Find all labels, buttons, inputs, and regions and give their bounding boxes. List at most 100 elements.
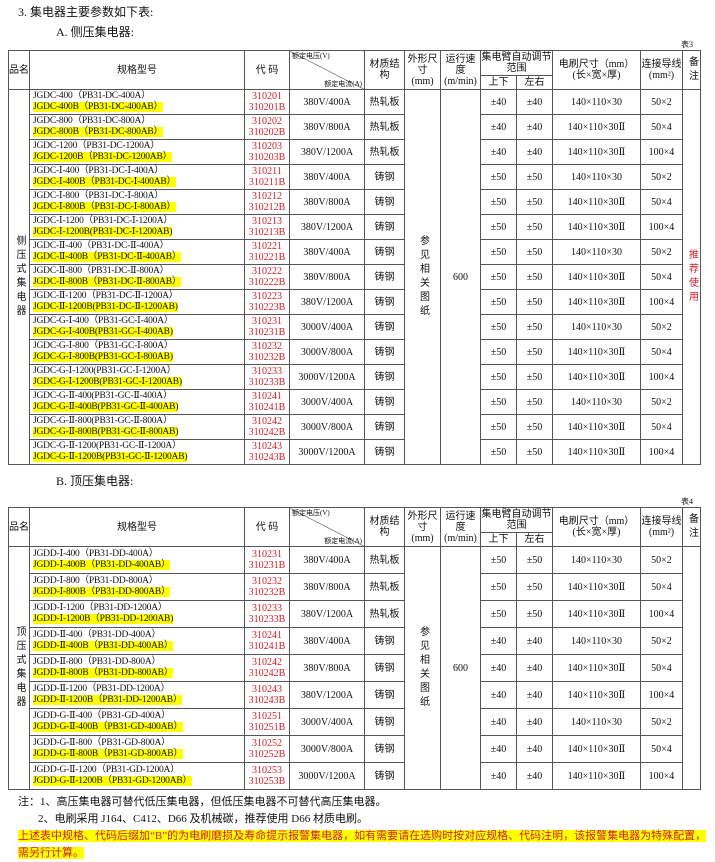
code-cell: 310241 310241B <box>244 389 290 415</box>
model-cell: JGDC-G-Ⅰ-400（PB31-GC-Ⅰ-400A） JGDC-G-Ⅰ-400… <box>29 314 245 340</box>
rating-cell: 3000V/400A <box>289 314 365 340</box>
wire-cell: 50×2 <box>640 239 683 265</box>
category: 顶压式集电器 <box>8 546 30 790</box>
model-cell: JGDC-800（PB31-DC-800A） JGDC-800B（PB31-DC-… <box>29 114 245 140</box>
wire-cell: 50×4 <box>640 573 683 601</box>
wire-cell: 50×2 <box>640 389 683 415</box>
code-cell: 310221 310221B <box>244 239 290 265</box>
brush-cell: 140×110×30Ⅱ <box>552 264 641 290</box>
lr-cell: ±40 <box>516 735 553 763</box>
table-row: JGDC-Ⅱ-400（PB31-DC-Ⅱ-400A） JGDC-Ⅱ-400B（PB… <box>9 239 701 265</box>
table-b-number: 表4 <box>681 497 693 506</box>
ud-cell: ±40 <box>480 762 517 790</box>
ud-cell: ±50 <box>480 164 517 190</box>
header-ud: 上下 <box>480 532 517 547</box>
table-b: 品名 规格型号代 码额定电压(V) 额定电流(A) 材质结构 外形尺寸 (mm) 运行速度(… <box>8 507 701 790</box>
ud-cell: ±40 <box>480 139 517 165</box>
material-cell: 铸钢 <box>364 339 405 365</box>
lr-cell: ±50 <box>516 289 553 315</box>
warning-text: 上述表中规格、代码后缀加“B”的为电刷磨损及寿命提示报警集电器，如有需要请在选购… <box>18 830 707 859</box>
rating-cell: 380V/1200A <box>289 600 365 628</box>
table-row: JGDD-G-Ⅱ-400（PB31-GD-400A） JGDD-G-Ⅱ-400B（… <box>9 708 701 736</box>
table-row: JGDC-Ⅱ-1200（PB31-DC-Ⅱ-1200A） JGDC-Ⅱ-1200B… <box>9 289 701 315</box>
header-name: 品名 <box>8 50 30 90</box>
material-cell: 铸钢 <box>364 708 405 736</box>
model-cell: JGDD-Ⅰ-1200（PB31-DD-1200A） JGDD-Ⅰ-1200B（P… <box>29 600 245 628</box>
ud-cell: ±50 <box>480 314 517 340</box>
model-cell: JGDC-Ⅱ-800（PB31-DC-Ⅱ-800A） JGDC-Ⅱ-800B（PB… <box>29 264 245 290</box>
brush-cell: 140×110×30Ⅱ <box>552 439 641 465</box>
wire-cell: 50×2 <box>640 708 683 736</box>
header-code: 代 码 <box>244 507 290 547</box>
wire-cell: 50×4 <box>640 114 683 140</box>
brush-cell: 140×110×30Ⅱ <box>552 139 641 165</box>
rating-cell: 3000V/1200A <box>289 762 365 790</box>
rating-cell: 3000V/800A <box>289 339 365 365</box>
code-cell: 310233 310233B <box>244 364 290 390</box>
header-material: 材质结构 <box>364 507 405 547</box>
code-cell: 310223 310223B <box>244 289 290 315</box>
rating-cell: 380V/1200A <box>289 289 365 315</box>
rating-cell: 3000V/400A <box>289 389 365 415</box>
table-row: JGDC-Ⅱ-800（PB31-DC-Ⅱ-800A） JGDC-Ⅱ-800B（PB… <box>9 264 701 290</box>
header-dim: 外形尺寸 (mm) <box>404 50 441 90</box>
material-cell: 热轧板 <box>364 114 405 140</box>
lr-cell: ±50 <box>516 314 553 340</box>
lr-cell: ±50 <box>516 546 553 574</box>
brush-cell: 140×110×30Ⅱ <box>552 681 641 709</box>
material-cell: 铸钢 <box>364 289 405 315</box>
material-cell: 热轧板 <box>364 139 405 165</box>
code-cell: 310212 310212B <box>244 189 290 215</box>
code-cell: 310211 310211B <box>244 164 290 190</box>
table-a: 品名 规格型号代 码额定电压(V) 额定电流(A) 材质结构 外形尺寸 (mm) 运行速度(… <box>8 50 701 465</box>
lr-cell: ±50 <box>516 214 553 240</box>
rating-cell: 380V/400A <box>289 546 365 574</box>
wire-cell: 50×4 <box>640 189 683 215</box>
code-cell: 310243 310243B <box>244 681 290 709</box>
material-cell: 铸钢 <box>364 439 405 465</box>
header-model: 规格型号 <box>29 507 245 547</box>
table-row: JGDD-G-Ⅱ-800（PB31-GD-800A） JGDD-G-Ⅱ-800B（… <box>9 735 701 763</box>
table-row: JGDD-G-Ⅱ-1200（PB31-GD-1200A） JGDD-G-Ⅱ-120… <box>9 762 701 790</box>
table-row: JGDD-Ⅰ-1200（PB31-DD-1200A） JGDD-Ⅰ-1200B（P… <box>9 600 701 628</box>
table-row: JGDC-800（PB31-DC-800A） JGDC-800B（PB31-DC-… <box>9 114 701 140</box>
wire-cell: 100×4 <box>640 214 683 240</box>
table-b-title: B. 顶压集电器: <box>56 474 134 488</box>
brush-cell: 140×110×30 <box>552 546 641 574</box>
material-cell: 热轧板 <box>364 546 405 574</box>
material-cell: 铸钢 <box>364 762 405 790</box>
table-row: JGDC-G-Ⅰ-1200(PB31-GC-Ⅰ-1200A） JGDC-G-Ⅰ-1… <box>9 364 701 390</box>
remark-cell: 推荐使用 <box>682 89 701 465</box>
table-row: JGDC-G-Ⅰ-800（PB31-GC-Ⅰ-800A） JGDC-G-Ⅰ-800… <box>9 339 701 365</box>
brush-cell: 140×110×30 <box>552 239 641 265</box>
ud-cell: ±50 <box>480 289 517 315</box>
header-model: 规格型号 <box>29 50 245 90</box>
model-cell: JGDC-1200（PB31-DC-1200A） JGDC-1200B（PB31-… <box>29 139 245 165</box>
code-cell: 310202 310202B <box>244 114 290 140</box>
lr-cell: ±50 <box>516 414 553 440</box>
model-cell: JGDD-Ⅱ-400（PB31-DD-400A） JGDD-Ⅱ-400B（PB31… <box>29 627 245 655</box>
rating-cell: 380V/400A <box>289 627 365 655</box>
brush-cell: 140×110×30Ⅱ <box>552 762 641 790</box>
brush-cell: 140×110×30 <box>552 314 641 340</box>
lr-cell: ±50 <box>516 264 553 290</box>
ud-cell: ±50 <box>480 600 517 628</box>
rating-cell: 3000V/1200A <box>289 439 365 465</box>
rating-cell: 380V/1200A <box>289 139 365 165</box>
table-row: JGDC-G-Ⅱ-800(PB31-GC-Ⅱ-800A） JGDC-G-Ⅱ-800… <box>9 414 701 440</box>
header-wire: 连接导线 (mm²) <box>640 50 683 90</box>
brush-cell: 140×110×30Ⅱ <box>552 600 641 628</box>
model-cell: JGDC-Ⅰ-400（PB31-DC-Ⅰ-400A） JGDC-Ⅰ-400B（PB… <box>29 164 245 190</box>
speed-cell: 600 <box>440 89 481 465</box>
wire-cell: 50×4 <box>640 339 683 365</box>
rating-cell: 380V/800A <box>289 189 365 215</box>
speed-cell: 600 <box>440 546 481 790</box>
code-cell: 310203 310203B <box>244 139 290 165</box>
wire-cell: 50×4 <box>640 654 683 682</box>
code-cell: 310231 310231B <box>244 314 290 340</box>
wire-cell: 50×4 <box>640 735 683 763</box>
wire-cell: 50×4 <box>640 264 683 290</box>
rating-cell: 380V/1200A <box>289 681 365 709</box>
brush-cell: 140×110×30 <box>552 389 641 415</box>
lr-cell: ±50 <box>516 239 553 265</box>
